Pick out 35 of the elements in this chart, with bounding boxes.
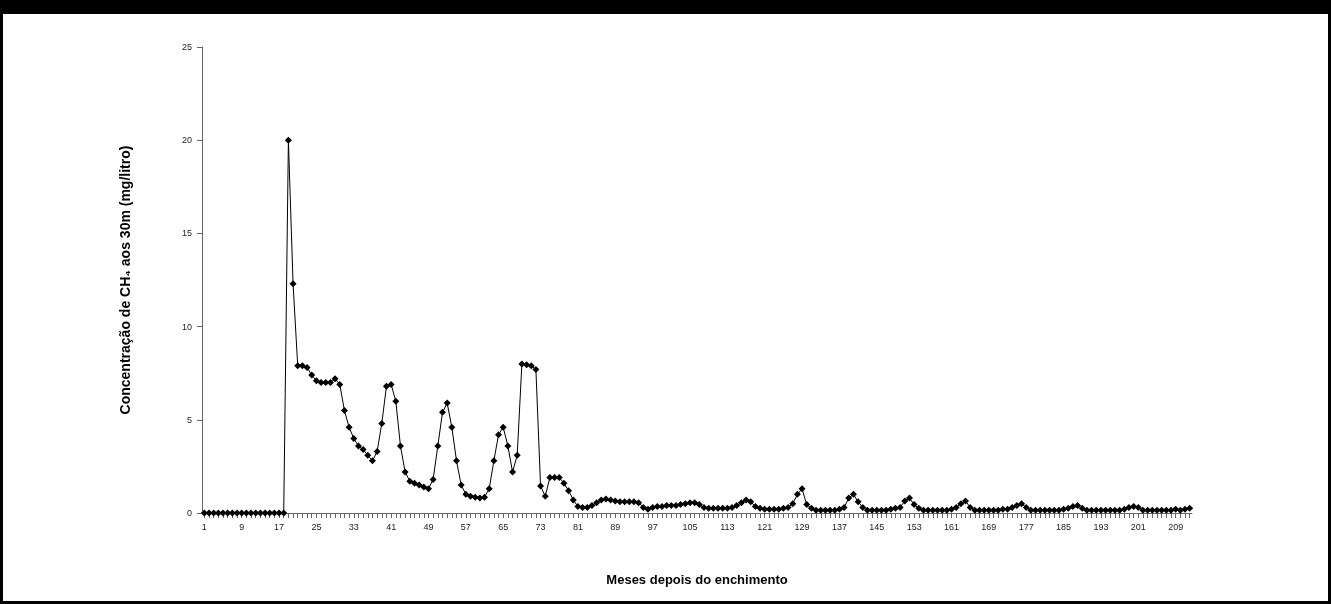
x-tick-label: 17 (274, 521, 285, 532)
y-tick-label: 5 (186, 414, 192, 425)
x-tick-label: 129 (794, 521, 810, 532)
x-tick-label: 185 (1056, 521, 1072, 532)
x-tick-label: 33 (348, 521, 359, 532)
x-tick-label: 49 (423, 521, 434, 532)
x-tick-label: 105 (682, 521, 698, 532)
x-tick-label: 1 (201, 521, 207, 532)
x-tick-label: 121 (757, 521, 773, 532)
x-tick-label: 201 (1130, 521, 1146, 532)
x-tick-label: 113 (720, 521, 735, 532)
x-tick-label: 41 (386, 521, 397, 532)
x-tick-label: 65 (498, 521, 509, 532)
x-tick-label: 73 (535, 521, 546, 532)
x-tick-label: 153 (906, 521, 922, 532)
y-tick-label: 25 (181, 42, 192, 52)
x-tick-label: 25 (311, 521, 322, 532)
y-tick-label: 10 (181, 321, 192, 332)
x-tick-label: 169 (981, 521, 997, 532)
y-axis-title: Concentração de CH₄ aos 30m (mg/litro) (117, 145, 133, 415)
y-tick-label: 15 (181, 228, 192, 239)
x-tick-label: 177 (1018, 521, 1034, 532)
x-tick-label: 9 (239, 521, 245, 532)
x-tick-label: 193 (1093, 521, 1109, 532)
x-tick-label: 81 (572, 521, 583, 532)
x-axis-title: Meses depois do enchimento (606, 572, 788, 587)
x-tick-label: 89 (610, 521, 621, 532)
x-tick-label: 57 (460, 521, 471, 532)
y-tick-label: 0 (186, 508, 192, 518)
x-tick-label: 137 (831, 521, 847, 532)
x-tick-label: 161 (943, 521, 960, 532)
x-tick-label: 209 (1168, 521, 1184, 532)
x-tick-label: 145 (869, 521, 885, 532)
y-tick-label: 20 (181, 135, 192, 146)
x-tick-label: 97 (647, 521, 658, 532)
